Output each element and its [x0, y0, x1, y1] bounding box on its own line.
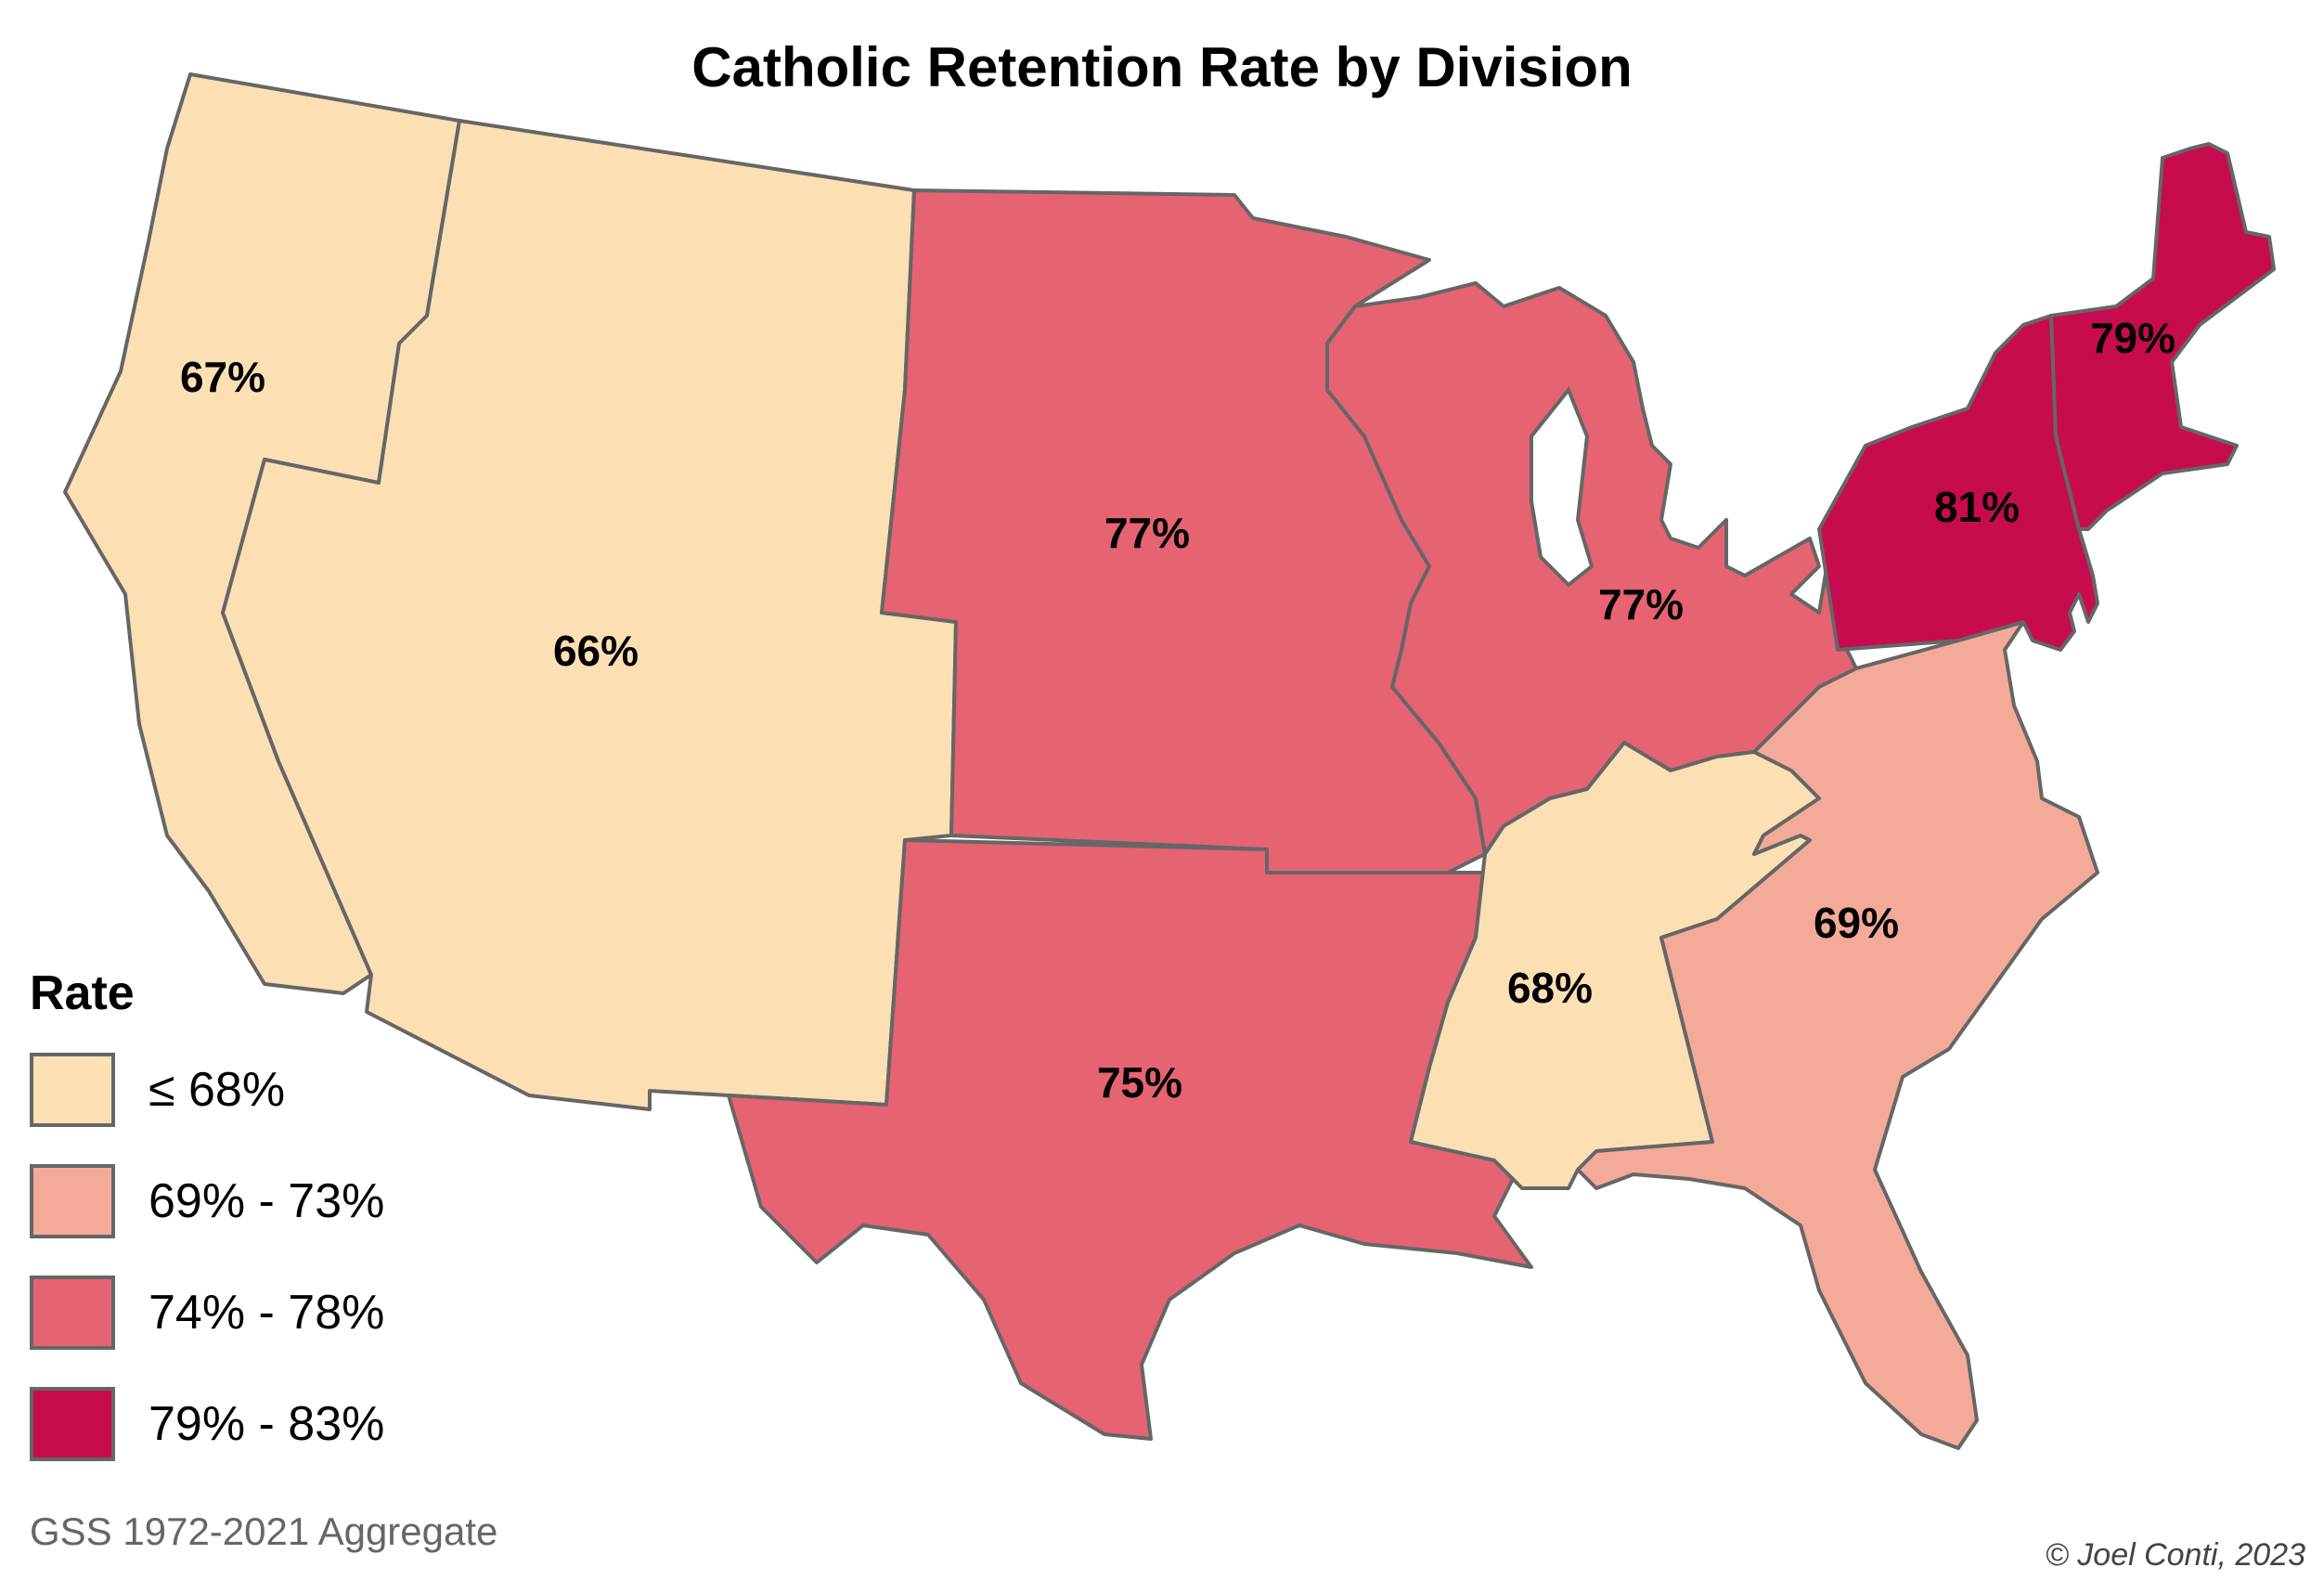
label-west-north-central: 77% [1104, 509, 1190, 557]
label-middle-atlantic: 81% [1934, 483, 2020, 531]
label-pacific: 67% [180, 353, 265, 401]
credit-note: © Joel Conti, 2023 [2045, 1537, 2305, 1573]
legend-label: 69% - 73% [148, 1174, 385, 1228]
legend: Rate ≤ 68% 69% - 73% 74% - 78% 79% - 83% [30, 965, 384, 1491]
source-note: GSS 1972-2021 Aggregate [30, 1509, 498, 1553]
label-east-south-central: 68% [1507, 964, 1593, 1012]
legend-label: ≤ 68% [148, 1063, 286, 1117]
region-middle-atlantic[interactable] [1817, 314, 2099, 652]
label-south-atlantic: 69% [1814, 899, 1899, 947]
label-new-england: 79% [2090, 314, 2176, 362]
legend-swatch [30, 1387, 115, 1461]
label-east-north-central: 77% [1598, 580, 1684, 628]
lake-michigan [1530, 386, 1595, 588]
legend-label: 79% - 83% [148, 1397, 385, 1451]
region-south-atlantic[interactable] [1576, 620, 2099, 1450]
legend-item: 69% - 73% [30, 1157, 384, 1246]
label-mountain: 66% [553, 627, 639, 675]
legend-item: ≤ 68% [30, 1045, 384, 1134]
legend-item: 79% - 83% [30, 1379, 384, 1469]
region-new-england[interactable] [2049, 142, 2276, 531]
label-west-south-central: 75% [1097, 1058, 1182, 1107]
legend-title: Rate [30, 966, 135, 1020]
map-title: Catholic Retention Rate by Division [691, 36, 1633, 98]
legend-swatch [30, 1053, 115, 1127]
legend-label: 74% - 78% [148, 1286, 385, 1340]
legend-swatch [30, 1164, 115, 1238]
legend-item: 74% - 78% [30, 1268, 384, 1357]
legend-swatch [30, 1276, 115, 1350]
